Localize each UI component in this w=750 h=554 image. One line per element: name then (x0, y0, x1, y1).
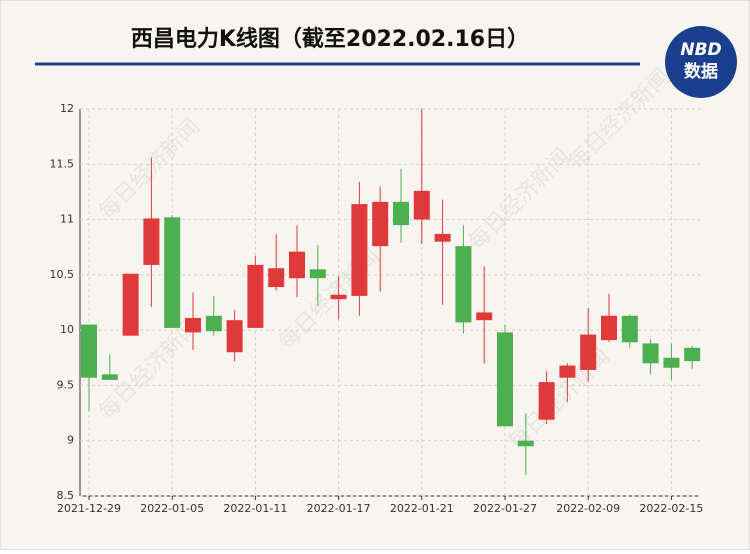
candle-body (517, 440, 534, 447)
candle-body (434, 233, 451, 242)
candle-body (372, 201, 389, 247)
candle-body (289, 251, 305, 279)
candle-body (81, 324, 97, 378)
candle-body (226, 320, 243, 353)
candle-body (663, 357, 680, 368)
candle-body (413, 190, 430, 220)
y-tick-label: 11.5 (50, 157, 75, 170)
x-tick-label: 2022-01-05 (140, 502, 204, 515)
candle-body (330, 294, 347, 300)
candle-body (580, 334, 597, 370)
y-tick-label: 10 (60, 323, 74, 336)
x-tick-label: 2022-01-17 (307, 502, 371, 515)
y-tick-label: 9.5 (57, 378, 75, 391)
logo (665, 26, 737, 98)
candle-body (601, 315, 617, 341)
y-tick-label: 8.5 (57, 489, 75, 502)
candle-body (621, 315, 638, 343)
x-tick-label: 2022-02-09 (556, 502, 620, 515)
candle-body (497, 332, 513, 427)
candle-body (538, 382, 555, 420)
candle-body (247, 264, 264, 328)
candle-body (268, 268, 285, 288)
candle-body (393, 201, 409, 226)
candle-body (205, 315, 222, 332)
x-tick-label: 2022-02-15 (639, 502, 703, 515)
y-tick-label: 10.5 (50, 268, 75, 281)
candle-body (143, 218, 160, 265)
candle-body (351, 204, 368, 296)
candle-body (684, 347, 701, 362)
candle-body (455, 246, 472, 323)
logo-text: 数据 (684, 61, 718, 82)
candle-body (642, 343, 659, 364)
chart-title: 西昌电力K线图（截至2022.02.16日） (131, 26, 529, 52)
candle-body (101, 374, 118, 380)
candle-body (309, 269, 326, 279)
x-tick-label: 2022-01-21 (390, 502, 454, 515)
logo-text: NBD (680, 40, 721, 60)
x-tick-label: 2022-01-11 (223, 502, 287, 515)
y-tick-label: 9 (67, 434, 74, 447)
candle-body (476, 312, 493, 321)
candle-body (185, 317, 201, 333)
candle-body (559, 365, 576, 378)
candle-body (122, 273, 139, 336)
candle-body (164, 217, 181, 328)
y-tick-label: 12 (60, 102, 74, 115)
x-tick-label: 2022-01-27 (473, 502, 537, 515)
x-tick-label: 2021-12-29 (57, 502, 121, 515)
y-tick-label: 11 (60, 213, 74, 226)
